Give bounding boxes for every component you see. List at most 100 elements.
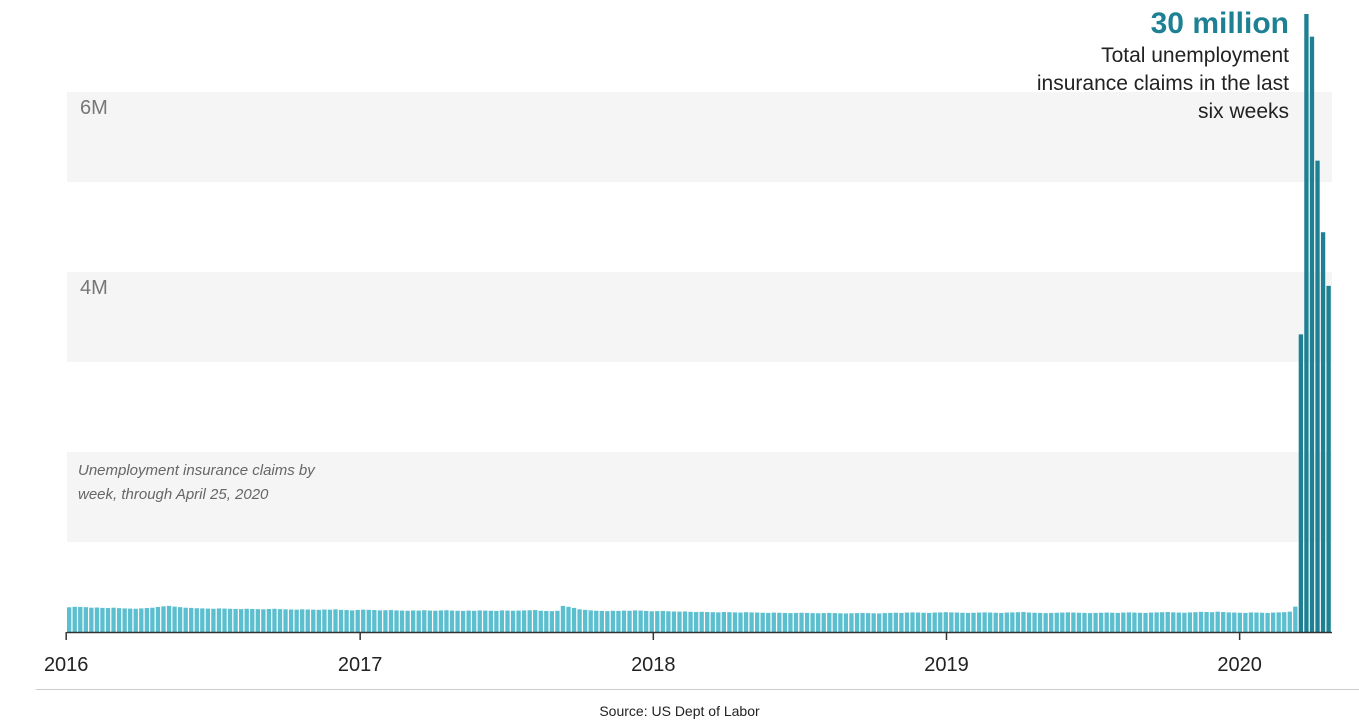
bar — [1176, 612, 1181, 632]
bar — [144, 608, 150, 632]
bar — [1021, 612, 1026, 632]
bar — [1243, 612, 1248, 632]
bar — [727, 612, 732, 632]
bar — [566, 606, 571, 632]
y-tick-label: 6M — [80, 97, 108, 119]
bar — [1132, 612, 1137, 632]
bar — [682, 611, 688, 632]
bar — [888, 612, 893, 632]
bar — [1282, 612, 1287, 632]
bar-highlight — [1304, 13, 1309, 633]
bar — [288, 609, 294, 632]
bar — [266, 608, 272, 632]
bar — [216, 608, 222, 632]
bar — [893, 612, 899, 632]
bar — [1060, 612, 1065, 632]
bar — [926, 612, 932, 632]
bar — [155, 606, 161, 632]
bar — [1221, 612, 1226, 632]
bar — [105, 608, 111, 632]
bar — [605, 611, 610, 632]
bar — [549, 611, 555, 632]
bar — [72, 606, 77, 632]
bar — [943, 612, 948, 632]
bar — [222, 608, 227, 632]
bar — [172, 606, 177, 632]
bar — [843, 613, 849, 632]
bar — [510, 610, 516, 632]
bar — [366, 609, 371, 632]
bar — [233, 608, 238, 632]
bar — [472, 610, 477, 632]
bar — [361, 609, 366, 632]
bar — [239, 609, 244, 632]
bar — [627, 610, 632, 632]
bar — [771, 612, 776, 632]
bar — [205, 608, 211, 632]
bar — [577, 609, 582, 632]
bar — [227, 608, 233, 632]
bar — [560, 605, 566, 632]
bar — [821, 613, 826, 632]
bar — [1171, 612, 1176, 632]
bar — [760, 612, 765, 632]
bar — [960, 612, 965, 632]
bar — [89, 607, 94, 632]
bar — [871, 613, 876, 632]
bar — [638, 610, 643, 632]
bar — [1049, 612, 1054, 632]
x-tick-label: 2016 — [44, 654, 89, 676]
bar — [1254, 612, 1259, 632]
bar — [499, 610, 505, 632]
bar — [932, 612, 937, 632]
y-band — [67, 92, 1332, 182]
bar — [166, 605, 172, 632]
bar — [283, 609, 288, 632]
bar — [1182, 612, 1187, 632]
bar — [372, 610, 377, 632]
bar — [460, 610, 466, 632]
bar — [582, 609, 588, 632]
bar — [1004, 612, 1009, 632]
bar — [211, 608, 216, 632]
bar — [272, 608, 277, 632]
bar — [1259, 612, 1265, 632]
bar — [827, 612, 832, 632]
bar — [128, 608, 133, 632]
bar — [788, 613, 793, 632]
y-bands — [67, 92, 1332, 542]
bar — [333, 609, 338, 632]
bar — [1154, 612, 1159, 632]
bar — [777, 612, 782, 632]
bar — [616, 610, 621, 632]
bar — [133, 608, 138, 632]
bar-highlight — [1320, 232, 1326, 632]
bar — [1082, 612, 1087, 632]
bar — [261, 609, 266, 632]
bar — [311, 609, 316, 632]
bar — [860, 612, 865, 632]
bar — [316, 609, 321, 632]
source-credit: Source: US Dept of Labor — [599, 703, 760, 719]
bar — [410, 610, 416, 632]
bar — [377, 610, 383, 632]
bar — [666, 611, 671, 632]
y-band — [67, 452, 1332, 542]
bar — [527, 610, 532, 632]
bar — [804, 612, 810, 632]
bar — [116, 608, 122, 632]
bar — [83, 607, 88, 632]
bar — [721, 612, 727, 632]
bar — [1237, 612, 1243, 632]
bar — [660, 610, 665, 632]
bar — [1121, 612, 1126, 632]
bar — [877, 613, 882, 632]
bar-highlight — [1298, 334, 1304, 632]
bar — [949, 612, 954, 632]
chart-note: Unemployment insurance claims by week, t… — [78, 462, 315, 503]
x-axis: 2016 2017 2018 2019 2020 — [44, 631, 1332, 676]
bar — [1160, 612, 1165, 632]
bar — [1287, 611, 1292, 632]
bar — [938, 612, 943, 632]
bar — [194, 608, 199, 632]
